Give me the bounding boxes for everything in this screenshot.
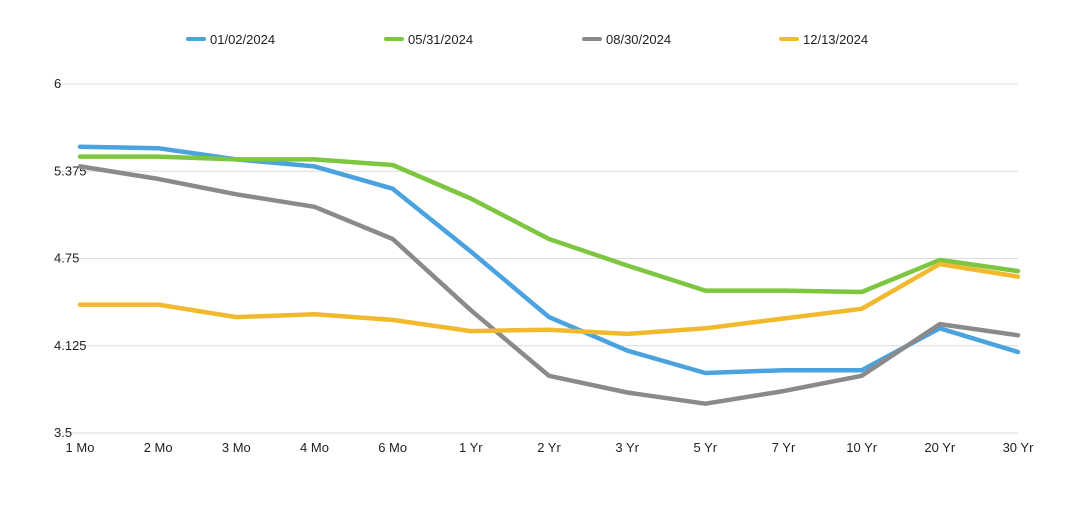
x-tick-label: 20 Yr [924,440,956,455]
x-tick-label: 1 Yr [459,440,483,455]
x-tick-label: 30 Yr [1003,440,1035,455]
x-tick-label: 10 Yr [846,440,878,455]
legend-label: 05/31/2024 [408,32,473,47]
series-lines [77,144,1021,406]
x-axis: 1 Mo 2 Mo 3 Mo 4 Mo 6 Mo 1 Yr 2 Yr 3 Yr 5 Yr 7 Yr… [66,440,1035,455]
series-line-0 [77,144,1021,376]
legend-item: 05/31/2024 [384,32,473,47]
y-tick-label: 6 [54,76,61,91]
legend-item: 01/02/2024 [186,32,275,47]
legend-label: 01/02/2024 [210,32,275,47]
y-tick-label: 3.5 [54,425,72,440]
x-tick-label: 6 Mo [378,440,407,455]
x-tick-label: 1 Mo [66,440,95,455]
x-tick-label: 2 Yr [537,440,561,455]
series-line-1 [77,154,1021,295]
x-tick-label: 7 Yr [772,440,796,455]
legend-item: 12/13/2024 [779,32,868,47]
x-tick-label: 5 Yr [694,440,718,455]
x-tick-label: 3 Yr [615,440,639,455]
x-tick-label: 4 Mo [300,440,329,455]
y-tick-label: 4.125 [54,338,87,353]
grid [60,83,1018,434]
x-tick-label: 3 Mo [222,440,251,455]
y-tick-label: 4.75 [54,251,79,266]
legend: 01/02/2024 05/31/2024 08/30/2024 12/13/2024 [186,32,868,47]
series-line-2 [77,164,1021,406]
legend-item: 08/30/2024 [582,32,671,47]
legend-label: 12/13/2024 [803,32,868,47]
x-tick-label: 2 Mo [144,440,173,455]
legend-label: 08/30/2024 [606,32,671,47]
series-line-3 [77,261,1021,337]
